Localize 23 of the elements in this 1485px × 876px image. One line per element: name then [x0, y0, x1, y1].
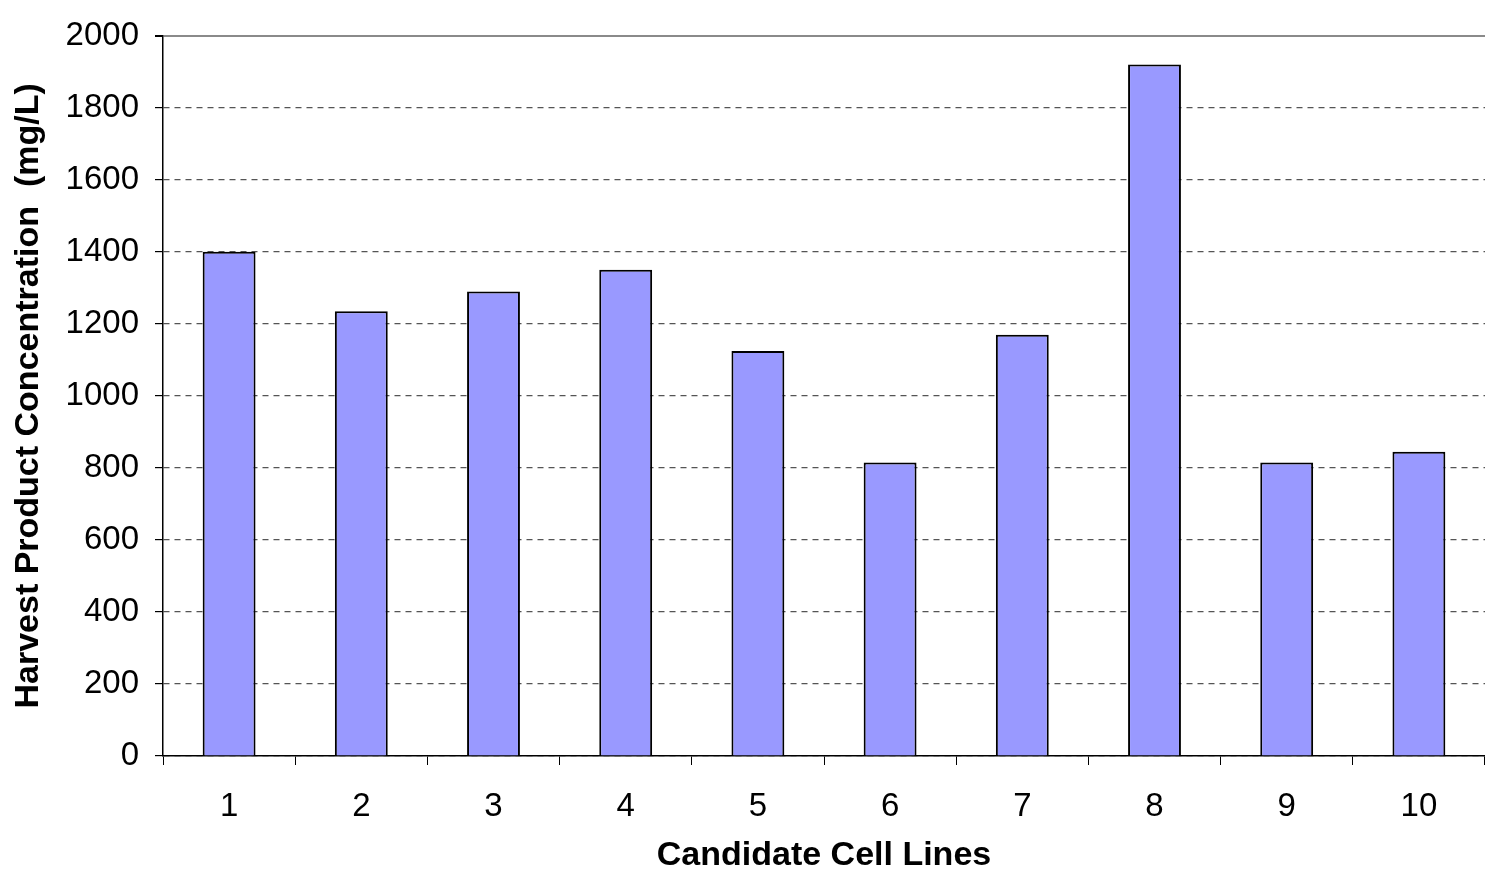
y-tick-label: 0 [120, 735, 139, 773]
x-tick-label: 7 [1013, 785, 1032, 823]
y-tick-label: 1400 [65, 230, 139, 268]
x-axis-title: Candidate Cell Lines [656, 833, 992, 872]
y-tick-label: 2000 [65, 14, 139, 52]
x-tick-label: 6 [880, 785, 900, 823]
x-tick-label: 4 [616, 785, 635, 823]
y-tick-label: 1800 [65, 86, 139, 124]
y-tick-label: 600 [83, 519, 139, 557]
y-tick-label: 200 [83, 663, 139, 701]
y-tick-label: 1600 [65, 158, 139, 196]
x-tick-label: 8 [1145, 785, 1164, 823]
y-tick-label: 400 [83, 591, 139, 629]
x-tick-label: 10 [1400, 785, 1438, 823]
x-tick-label: 5 [748, 785, 768, 823]
x-tick-label: 1 [219, 785, 239, 823]
y-tick-label: 1000 [65, 374, 139, 412]
x-tick-label: 3 [484, 785, 503, 823]
y-tick-label: 1200 [65, 302, 139, 340]
y-axis-title: Harvest Product Concentration (mg/L) [6, 83, 45, 709]
x-tick-label: 2 [352, 785, 371, 823]
y-tick-label: 800 [83, 447, 139, 485]
x-tick-label: 9 [1277, 785, 1296, 823]
